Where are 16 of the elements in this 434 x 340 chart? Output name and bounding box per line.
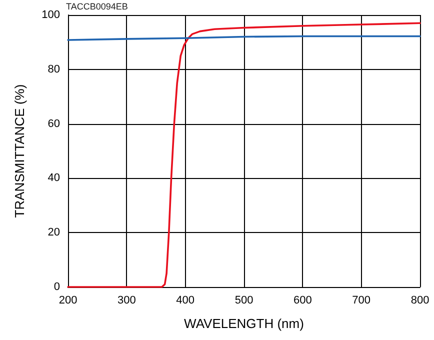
y-tick-label: 0 bbox=[54, 281, 60, 293]
x-tick-label: 700 bbox=[352, 294, 371, 306]
x-tick-label: 200 bbox=[58, 294, 78, 306]
y-tick-label: 60 bbox=[48, 118, 60, 130]
x-tick-label: 600 bbox=[293, 294, 312, 306]
y-tick-label: 20 bbox=[48, 226, 60, 239]
y-tick-label: 80 bbox=[48, 63, 60, 76]
text: TACCB0094EB bbox=[66, 2, 128, 12]
x-tick-label: 300 bbox=[117, 294, 136, 306]
y-tick-label: 100 bbox=[42, 9, 60, 21]
x-tick-label: 800 bbox=[410, 294, 430, 306]
x-tick-label: 400 bbox=[176, 294, 195, 306]
y-tick-label: 40 bbox=[48, 172, 60, 184]
y-axis-title: TRANSMITTANCE (%) bbox=[12, 84, 27, 218]
x-axis-title: WAVELENGTH (nm) bbox=[184, 316, 304, 331]
x-tick-label: 500 bbox=[234, 294, 254, 306]
